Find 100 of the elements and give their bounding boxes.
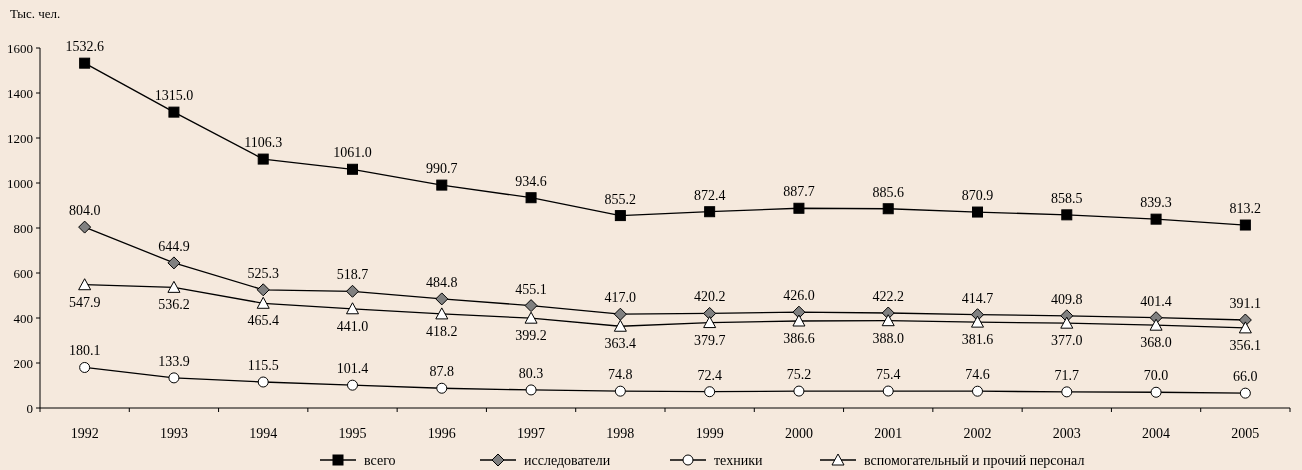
point (972, 385, 983, 397)
x-tick-label: 1995 (338, 426, 367, 441)
x-tick-label: 2005 (1231, 426, 1260, 441)
data-label: 839.3 (1140, 195, 1172, 211)
point (614, 385, 626, 397)
x-tick-label: 2001 (874, 426, 903, 441)
x-tick-label: 2004 (1142, 426, 1171, 441)
y-axis-title: Тыс. чел. (10, 6, 61, 21)
point (256, 283, 270, 297)
point (167, 280, 181, 293)
data-label: 417.0 (604, 290, 637, 306)
data-label: 644.9 (158, 238, 190, 254)
data-label: 72.4 (697, 367, 722, 383)
x-tick-label: 1999 (695, 426, 724, 441)
y-tick-label: 1000 (7, 176, 33, 191)
x-tick-label: 1997 (517, 426, 546, 441)
point (613, 319, 627, 332)
data-label: 885.6 (872, 184, 904, 200)
data-label: 115.5 (247, 358, 279, 374)
y-tick-label: 800 (13, 221, 33, 236)
data-label: 356.1 (1229, 337, 1262, 353)
point (971, 315, 984, 328)
data-label: 426.0 (783, 288, 815, 304)
point (1149, 318, 1163, 331)
data-label: 855.2 (604, 191, 637, 207)
point (168, 106, 180, 118)
data-label: 547.9 (68, 294, 101, 310)
data-label: 75.2 (786, 367, 812, 383)
y-tick-label: 1200 (7, 131, 33, 146)
data-label: 414.7 (961, 290, 994, 306)
data-label: 75.4 (875, 367, 901, 383)
data-label: 180.1 (68, 343, 101, 359)
point (703, 316, 717, 329)
data-label: 409.8 (1051, 291, 1083, 307)
point (972, 206, 983, 218)
data-label: 484.8 (426, 274, 458, 290)
data-label: 399.2 (515, 328, 547, 344)
point (1239, 219, 1251, 231)
point (79, 361, 91, 373)
data-label: 133.9 (158, 353, 190, 369)
data-label: 525.3 (247, 265, 279, 281)
x-tick-label: 2003 (1052, 426, 1081, 441)
point (346, 302, 359, 315)
point (524, 299, 538, 313)
data-label: 386.6 (783, 331, 815, 347)
point (703, 306, 717, 320)
y-tick-label: 1600 (7, 41, 33, 56)
x-tick-label: 1998 (606, 426, 635, 441)
point (78, 220, 92, 234)
legend-label: вспомогательный и прочий персонал (864, 453, 1085, 468)
data-label: 1061.0 (333, 145, 372, 161)
point (435, 292, 449, 306)
point (436, 382, 448, 394)
data-label: 858.5 (1051, 190, 1083, 206)
point (1060, 316, 1074, 329)
point (346, 284, 359, 298)
point (435, 307, 449, 320)
data-label: 388.0 (872, 330, 904, 346)
point (1150, 386, 1162, 398)
data-label: 813.2 (1229, 201, 1262, 217)
data-label: 379.7 (693, 332, 726, 348)
y-tick-label: 200 (13, 356, 33, 371)
point (614, 210, 626, 222)
point (257, 376, 269, 388)
point (882, 203, 894, 215)
data-label: 391.1 (1229, 296, 1262, 311)
data-label: 536.2 (158, 297, 190, 313)
point (347, 379, 358, 391)
data-label: 401.4 (1140, 293, 1172, 309)
y-tick-label: 1400 (7, 86, 33, 101)
x-tick-label: 1996 (427, 426, 456, 441)
x-tick-label: 2002 (963, 426, 992, 441)
data-label: 363.4 (604, 336, 637, 352)
data-label: 368.0 (1140, 335, 1172, 351)
point (881, 314, 895, 327)
point (436, 179, 448, 191)
point (524, 311, 538, 324)
y-tick-label: 600 (13, 266, 33, 281)
y-tick-label: 400 (13, 311, 33, 326)
point (1238, 321, 1252, 334)
data-label: 1532.6 (65, 39, 104, 55)
data-label: 455.1 (515, 281, 547, 297)
data-label: 381.6 (961, 332, 994, 348)
point (168, 372, 180, 384)
data-label: 418.2 (426, 323, 458, 339)
data-label: 990.7 (426, 161, 458, 177)
point (1061, 386, 1073, 398)
data-label: 1315.0 (154, 88, 194, 104)
x-tick-label: 2000 (784, 426, 813, 441)
data-label: 70.0 (1143, 368, 1169, 384)
point (1061, 209, 1073, 221)
data-label: 74.8 (608, 367, 633, 383)
point (256, 296, 270, 309)
data-label: 66.0 (1233, 369, 1258, 385)
data-label: 74.6 (965, 367, 990, 383)
legend-label: всего (364, 453, 396, 468)
x-tick-label: 1992 (70, 426, 99, 441)
y-tick-label: 0 (26, 401, 33, 416)
point (882, 385, 894, 397)
data-label: 870.9 (961, 188, 994, 204)
